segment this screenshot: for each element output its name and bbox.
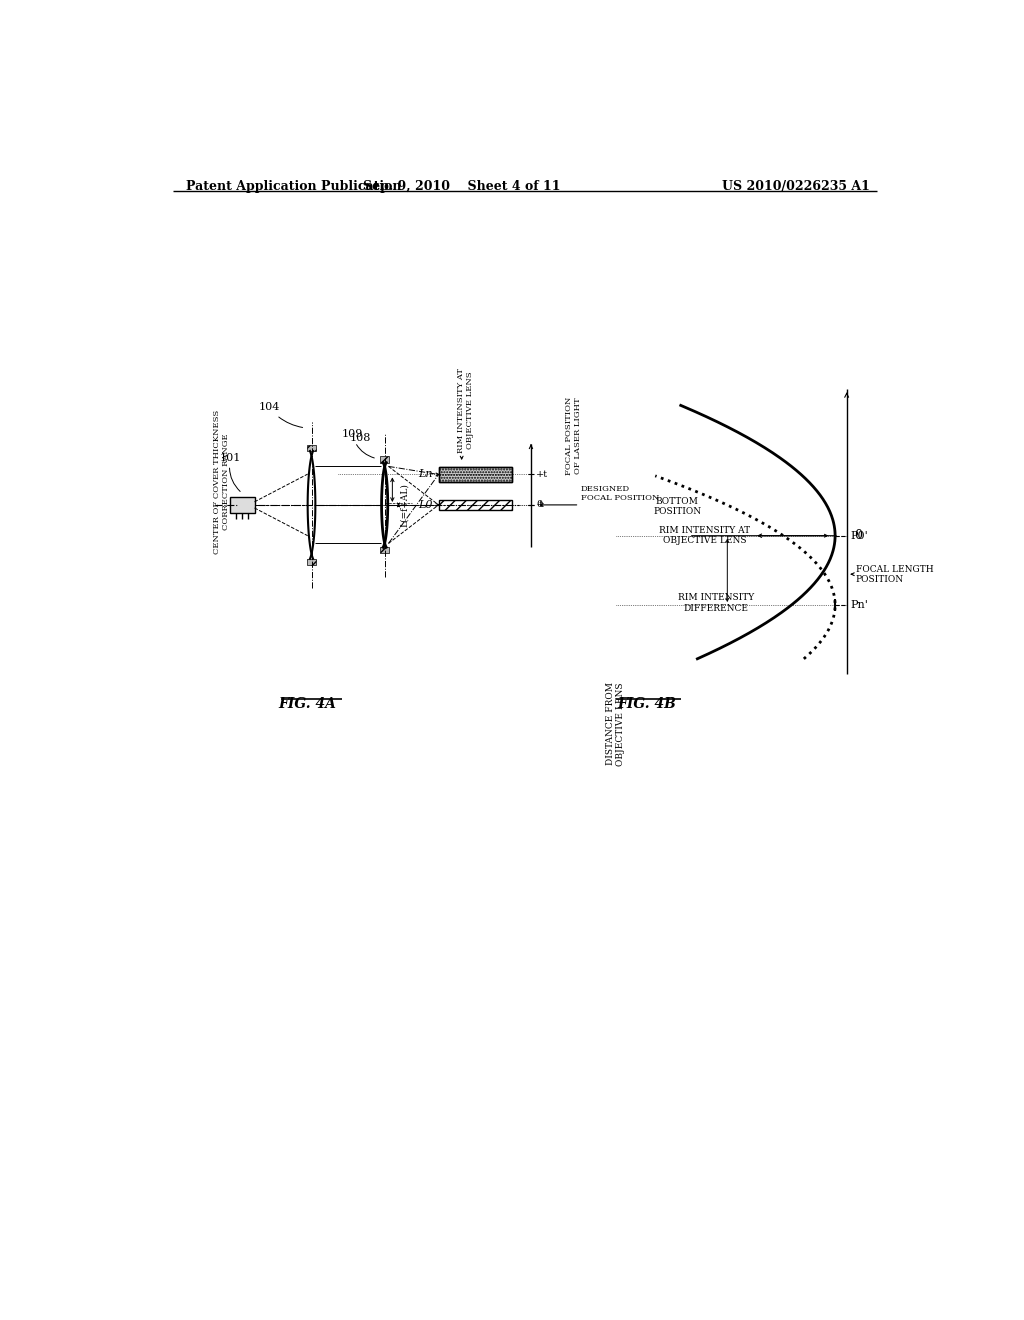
Text: FOCAL POSITION
OF LASER LIGHT: FOCAL POSITION OF LASER LIGHT (564, 396, 582, 475)
Text: 101: 101 (220, 453, 242, 491)
Text: +t: +t (537, 470, 549, 479)
Text: FIG. 4A: FIG. 4A (279, 697, 337, 711)
Text: 109: 109 (342, 429, 375, 458)
Bar (438, 499, 512, 511)
Bar (380, 548, 389, 553)
Text: DESIGNED
FOCAL POSITION: DESIGNED FOCAL POSITION (581, 484, 659, 502)
Text: 0: 0 (854, 529, 862, 543)
Text: 104: 104 (258, 403, 303, 428)
Text: RIM INTENSITY AT
OBJECTIVE LENS: RIM INTENSITY AT OBJECTIVE LENS (457, 367, 474, 453)
Text: L(=f+AL): L(=f+AL) (400, 483, 409, 527)
Text: Pn': Pn' (851, 601, 868, 610)
Text: DISTANCE FROM
OBJECTIVE LENS: DISTANCE FROM OBJECTIVE LENS (606, 682, 626, 766)
Text: CENTER OF COVER THICKNESS
CORRECTION RANGE: CENTER OF COVER THICKNESS CORRECTION RAN… (213, 409, 230, 554)
Bar (438, 467, 512, 482)
Bar (230, 498, 255, 512)
Text: FIG. 4B: FIG. 4B (617, 697, 676, 711)
Text: Patent Application Publication: Patent Application Publication (186, 180, 401, 193)
Text: Sep. 9, 2010    Sheet 4 of 11: Sep. 9, 2010 Sheet 4 of 11 (362, 180, 560, 193)
Text: FOCAL LENGTH
POSITION: FOCAL LENGTH POSITION (856, 565, 934, 583)
Text: -t: -t (537, 500, 544, 510)
Text: 0: 0 (537, 500, 543, 510)
Text: 108: 108 (349, 433, 371, 442)
Text: US 2010/0226235 A1: US 2010/0226235 A1 (722, 180, 869, 193)
Text: Ln: Ln (418, 470, 432, 479)
Bar (307, 558, 316, 565)
Text: RIM INTENSITY
DIFFERENCE: RIM INTENSITY DIFFERENCE (678, 594, 754, 612)
Bar (307, 445, 316, 451)
Bar (438, 467, 512, 482)
Text: RIM INTENSITY AT
OBJECTIVE LENS: RIM INTENSITY AT OBJECTIVE LENS (659, 525, 751, 545)
Bar (380, 457, 389, 462)
Text: P0': P0' (851, 531, 868, 541)
Text: L0: L0 (418, 500, 432, 510)
Text: BOTTOM
POSITION: BOTTOM POSITION (653, 498, 701, 516)
